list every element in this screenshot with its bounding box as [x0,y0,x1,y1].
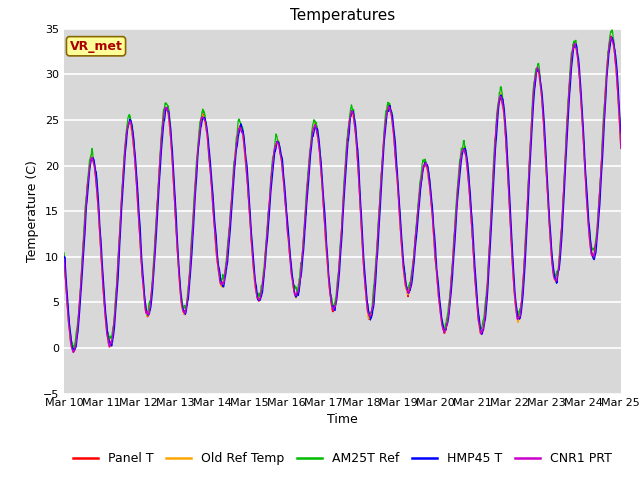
Y-axis label: Temperature (C): Temperature (C) [26,160,38,262]
Legend: Panel T, Old Ref Temp, AM25T Ref, HMP45 T, CNR1 PRT: Panel T, Old Ref Temp, AM25T Ref, HMP45 … [68,447,616,470]
X-axis label: Time: Time [327,413,358,426]
Text: VR_met: VR_met [70,40,122,53]
Title: Temperatures: Temperatures [290,9,395,24]
